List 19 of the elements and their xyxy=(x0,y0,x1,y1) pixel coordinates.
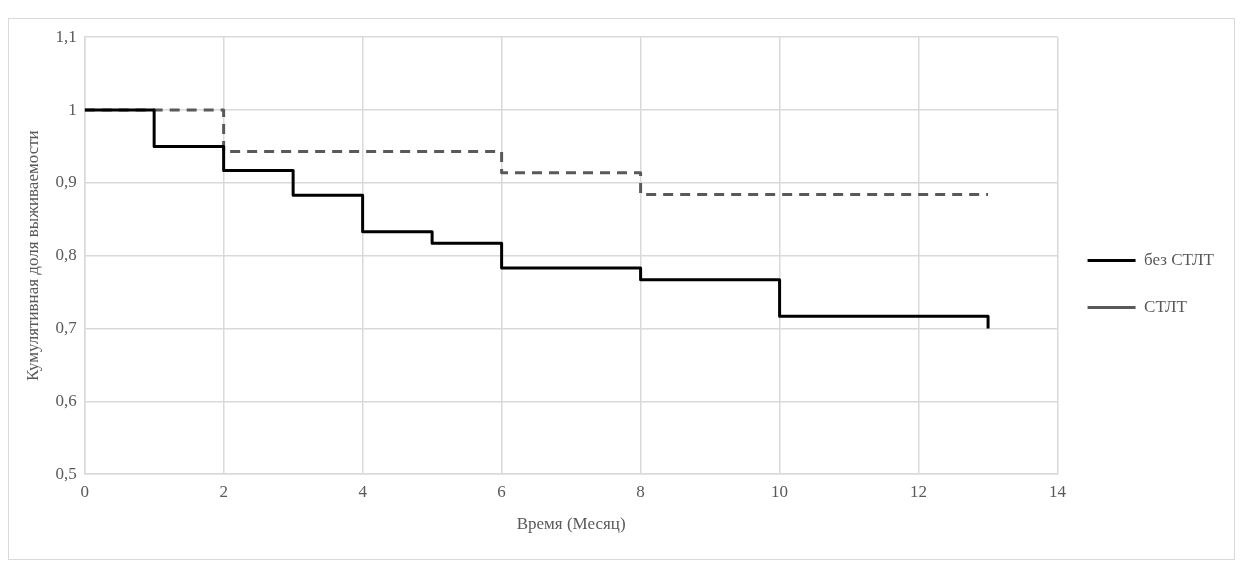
y-tick-label: 0,8 xyxy=(55,245,77,265)
y-tick-label: 0,6 xyxy=(55,390,77,410)
y-tick-label: 0,9 xyxy=(55,172,77,192)
x-tick-label: 10 xyxy=(771,481,789,501)
x-axis-title: Время (Месяц) xyxy=(516,514,626,534)
legend-label: СТЛТ xyxy=(1144,296,1188,316)
x-tick-label: 0 xyxy=(80,481,89,501)
y-axis-title: Кумулятивная доля выживаемости xyxy=(22,130,42,382)
y-tick-label: 0,7 xyxy=(55,318,78,337)
legend-label: без СТЛТ xyxy=(1144,249,1215,269)
x-tick-label: 2 xyxy=(219,481,228,501)
x-tick-label: 12 xyxy=(910,481,928,501)
y-tick-label: 1 xyxy=(68,99,77,119)
y-tick-label: 0,5 xyxy=(55,463,77,483)
y-tick-label: 1,1 xyxy=(55,26,77,46)
x-tick-label: 6 xyxy=(497,481,506,501)
x-tick-label: 14 xyxy=(1049,481,1067,501)
x-tick-label: 8 xyxy=(636,481,645,501)
x-tick-label: 4 xyxy=(358,481,368,501)
